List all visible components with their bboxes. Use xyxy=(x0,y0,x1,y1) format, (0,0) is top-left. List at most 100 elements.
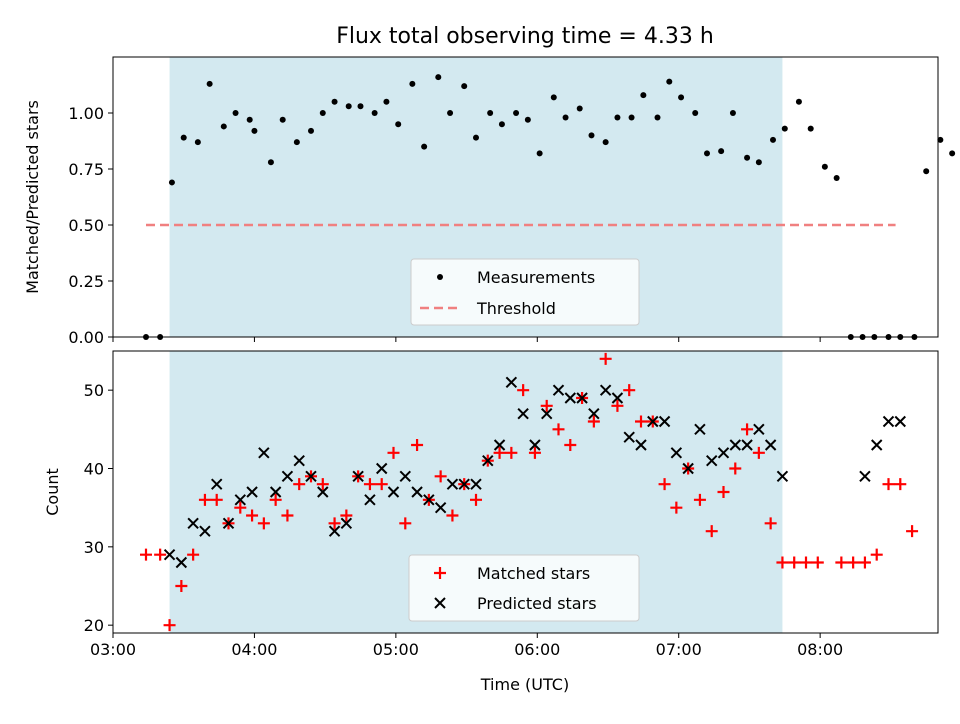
measurement-point xyxy=(194,139,201,146)
x-tick-label: 05:00 xyxy=(373,640,419,659)
matched-stars-point xyxy=(375,478,388,491)
measurement-point xyxy=(576,105,583,112)
matched-stars-point xyxy=(411,439,424,451)
x-tick-label: 04:00 xyxy=(231,640,277,659)
predicted-stars-point xyxy=(446,478,459,490)
predicted-stars-point xyxy=(293,454,305,467)
predicted-stars-point xyxy=(564,392,576,404)
matched-stars-point xyxy=(363,478,376,491)
matched-stars-point xyxy=(894,478,907,491)
top-y-axis-label: Matched/Predicted stars xyxy=(23,100,42,294)
legend-label-matched-stars: Matched stars xyxy=(477,564,590,583)
matched-stars-point xyxy=(434,470,447,483)
measurement-point xyxy=(718,148,725,155)
measurement-point xyxy=(937,136,944,143)
measurement-point xyxy=(833,174,840,181)
matched-stars-point xyxy=(788,556,801,569)
matched-stars-point xyxy=(599,352,612,365)
bottom-panel: 03:00 04:00 05:00 06:00 07:00 08:00 20304050 … xyxy=(43,350,939,694)
matched-stars-point xyxy=(281,509,294,522)
measurement-point xyxy=(180,134,187,141)
predicted-stars-point xyxy=(576,392,588,404)
predicted-stars-point xyxy=(199,525,211,537)
matched-stars-point xyxy=(882,478,895,491)
top-legend: Measurements Threshold xyxy=(410,258,640,326)
x-axis-label: Time (UTC) xyxy=(480,675,569,694)
measurement-point xyxy=(251,127,258,134)
measurement-point xyxy=(524,116,531,123)
measurement-point xyxy=(666,78,673,85)
bottom-y-axis-label: Count xyxy=(43,468,62,516)
measurement-point xyxy=(293,139,300,146)
bottom-plot-marks xyxy=(140,352,919,632)
predicted-stars-point xyxy=(882,415,895,428)
measurement-point xyxy=(279,116,286,123)
matched-stars-point xyxy=(564,439,577,451)
matched-stars-point xyxy=(198,493,211,506)
matched-stars-point xyxy=(870,548,883,561)
measurement-point xyxy=(550,94,557,101)
y-tick-label: 0.75 xyxy=(68,160,104,179)
measurement-point xyxy=(473,134,479,141)
matched-stars-point xyxy=(858,556,871,569)
bottom-plot-frame xyxy=(112,350,939,634)
predicted-stars-point xyxy=(222,517,235,530)
measurement-point xyxy=(770,136,776,143)
predicted-stars-point xyxy=(269,486,282,498)
measurement-point xyxy=(949,150,956,157)
bottom-legend: Matched stars Predicted stars xyxy=(408,554,640,622)
predicted-stars-point xyxy=(470,478,482,490)
predicted-stars-point xyxy=(623,431,635,443)
chart-title: Flux total observing time = 4.33 h xyxy=(336,24,714,49)
measurement-point xyxy=(435,74,442,81)
measurement-point xyxy=(383,98,390,105)
predicted-stars-point xyxy=(175,556,188,569)
matched-stars-point xyxy=(540,399,553,412)
matched-stars-point xyxy=(847,556,860,569)
measurement-point xyxy=(395,121,402,128)
measurement-point xyxy=(206,80,213,87)
measurement-point xyxy=(781,125,788,132)
measurement-point xyxy=(562,114,569,121)
predicted-stars-point xyxy=(552,384,565,396)
measurement-point xyxy=(821,163,828,170)
legend-x-marker-icon xyxy=(434,597,446,609)
measurement-point xyxy=(795,98,802,105)
matched-stars-point xyxy=(670,501,683,514)
top-x-axis-ticks xyxy=(112,337,821,342)
matched-stars-point xyxy=(835,556,848,569)
predicted-stars-point xyxy=(281,470,294,483)
predicted-stars-point xyxy=(717,447,730,459)
predicted-stars-point xyxy=(658,415,671,428)
matched-stars-point xyxy=(387,446,400,459)
predicted-stars-point xyxy=(729,439,741,451)
predicted-stars-point xyxy=(670,447,683,459)
predicted-stars-point xyxy=(376,462,388,475)
measurement-point xyxy=(614,114,621,121)
matched-stars-point xyxy=(140,548,152,561)
predicted-stars-point xyxy=(458,478,470,490)
measurement-point xyxy=(409,80,416,87)
predicted-stars-point xyxy=(211,478,223,490)
matched-stars-point xyxy=(587,415,600,428)
legend-label-predicted-stars: Predicted stars xyxy=(477,594,597,613)
predicted-stars-point xyxy=(694,423,706,436)
predicted-stars-point xyxy=(411,486,423,498)
predicted-stars-point xyxy=(187,517,199,530)
y-tick-label: 50 xyxy=(84,381,104,400)
predicted-stars-point xyxy=(246,486,258,498)
measurement-point xyxy=(246,116,253,123)
measurement-point xyxy=(461,83,468,90)
measurement-point xyxy=(308,127,314,134)
measurement-point xyxy=(357,103,364,110)
matched-stars-point xyxy=(658,478,671,491)
predicted-stars-point xyxy=(305,470,317,483)
matched-stars-point xyxy=(811,556,824,569)
predicted-stars-point xyxy=(517,407,529,420)
predicted-stars-point xyxy=(541,407,553,420)
predicted-stars-point xyxy=(364,494,376,506)
matched-stars-point xyxy=(552,423,565,436)
measurement-point xyxy=(421,143,428,150)
matched-stars-point xyxy=(210,493,223,506)
matched-stars-point xyxy=(635,415,647,428)
